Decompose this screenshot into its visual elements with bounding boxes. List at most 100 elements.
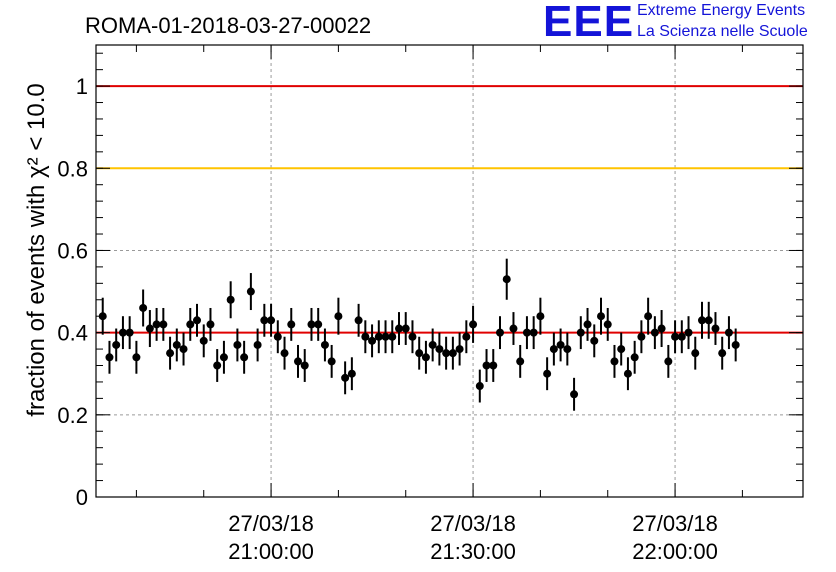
data-point (536, 312, 545, 321)
data-point (556, 340, 565, 349)
data-point (455, 345, 464, 354)
data-point (442, 349, 451, 358)
data-point (704, 316, 713, 325)
logo-line-2: La Scienza nelle Scuole (637, 23, 808, 40)
data-point (637, 332, 646, 341)
data-point (132, 353, 141, 362)
data-point (691, 349, 700, 358)
data-point (307, 320, 316, 329)
data-point (139, 303, 148, 312)
plot-frame (95, 44, 804, 498)
logo-line-1: Extreme Energy Events (637, 2, 806, 19)
data-point (320, 340, 329, 349)
data-point (529, 328, 538, 337)
data-point (718, 349, 727, 358)
x-tick-label-time: 21:30:00 (430, 539, 516, 564)
data-point (334, 312, 343, 321)
data-point (684, 328, 693, 337)
data-point (671, 332, 680, 341)
data-point (267, 316, 276, 325)
data-point (341, 373, 350, 382)
data-point (475, 382, 484, 391)
axis-ticks (96, 45, 803, 498)
data-point (664, 357, 673, 366)
data-point (287, 320, 296, 329)
x-tick-label-date: 27/03/18 (632, 511, 718, 536)
y-tick-label: 0.8 (57, 156, 88, 181)
data-point (462, 332, 471, 341)
data-point (731, 340, 740, 349)
data-point (361, 332, 370, 341)
data-point (563, 345, 572, 354)
data-point (105, 353, 114, 362)
data-point (395, 324, 403, 333)
data-point (522, 328, 531, 337)
x-tick-label-date: 27/03/18 (228, 511, 314, 536)
data-point (724, 328, 733, 337)
x-tick-label-time: 21:00:00 (228, 539, 314, 564)
data-point (314, 320, 323, 329)
data-point (630, 353, 639, 362)
data-point (401, 324, 410, 333)
y-tick-label: 0.2 (57, 403, 88, 428)
data-point (226, 295, 235, 304)
data-point (576, 328, 585, 337)
data-point (623, 369, 632, 378)
data-point (240, 353, 249, 362)
y-axis-label: fraction of events with χ² < 10.0 (23, 83, 50, 416)
data-point (711, 324, 720, 333)
data-point (172, 340, 181, 349)
data-point (617, 345, 626, 354)
data-point (448, 349, 457, 358)
data-point (246, 287, 255, 296)
x-tick-label-time: 22:00:00 (632, 539, 718, 564)
data-point (502, 275, 511, 284)
data-point (118, 328, 127, 337)
data-point (179, 345, 188, 354)
data-point (603, 320, 612, 329)
data-points (98, 258, 740, 411)
x-tick-labels: 27/03/18 21:00:00 27/03/18 21:30:00 27/03/18… (228, 511, 718, 564)
data-point (206, 320, 215, 329)
data-point (159, 320, 168, 329)
data-point (368, 336, 377, 345)
data-point (300, 361, 309, 370)
data-point (112, 340, 121, 349)
data-point (509, 324, 518, 333)
data-point (657, 324, 666, 333)
y-tick-labels: 0 0.2 0.4 0.6 0.8 1 (57, 74, 88, 510)
y-tick-label: 0 (76, 485, 88, 510)
data-point (650, 328, 659, 337)
data-point (253, 340, 262, 349)
data-point (435, 345, 444, 354)
data-point (415, 349, 424, 358)
data-point (280, 349, 289, 358)
data-point (347, 369, 356, 378)
data-point (677, 332, 686, 341)
data-point (428, 340, 437, 349)
data-point (590, 336, 599, 345)
y-tick-label: 0.4 (57, 321, 88, 346)
data-point (199, 336, 208, 345)
data-point (213, 361, 222, 370)
data-point (152, 320, 161, 329)
y-tick-label: 0.6 (57, 238, 88, 263)
y-tick-label: 1 (76, 74, 88, 99)
data-point (644, 312, 653, 321)
data-point (496, 328, 504, 337)
data-point (294, 357, 302, 366)
reference-lines (96, 85, 803, 334)
data-point (610, 357, 619, 366)
data-point (327, 357, 336, 366)
data-point (145, 324, 154, 333)
eee-logo-mark: EEE (543, 0, 635, 46)
data-point (408, 332, 417, 341)
data-point (186, 320, 195, 329)
data-point (260, 316, 269, 325)
data-point (381, 332, 390, 341)
data-point (489, 361, 498, 370)
data-point (421, 353, 430, 362)
chart-title: ROMA-01-2018-03-27-00022 (85, 13, 371, 38)
data-point (516, 357, 525, 366)
